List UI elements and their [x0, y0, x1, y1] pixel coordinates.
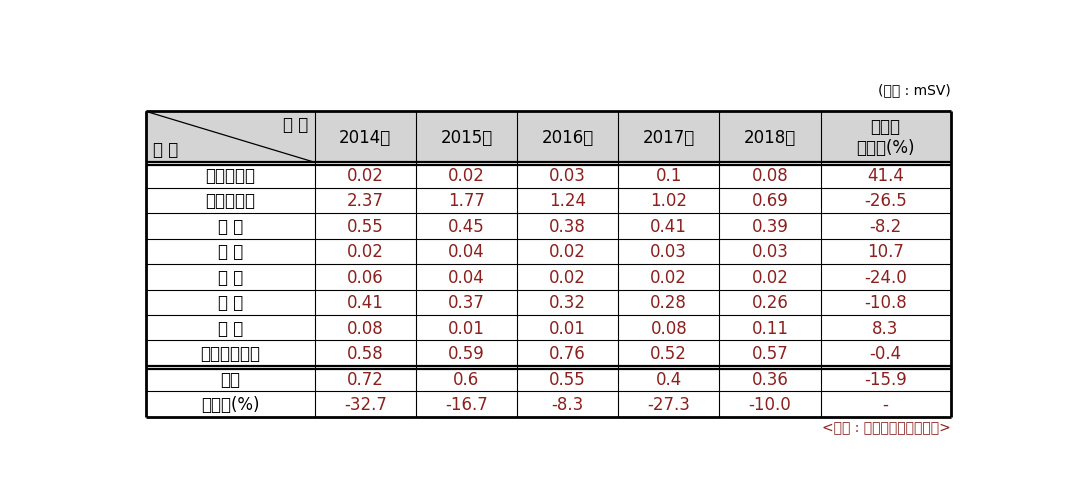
Text: 2017년: 2017년 [643, 129, 694, 147]
Text: 0.76: 0.76 [549, 345, 586, 362]
Text: 0.41: 0.41 [651, 217, 687, 235]
Text: -10.0: -10.0 [749, 395, 792, 413]
Text: 0.06: 0.06 [347, 269, 384, 286]
Text: 2016년: 2016년 [541, 129, 594, 147]
Text: 2014년: 2014년 [339, 129, 392, 147]
Text: 0.26: 0.26 [751, 294, 789, 312]
Text: -: - [883, 395, 888, 413]
Bar [147, 392, 950, 417]
Text: -8.3: -8.3 [551, 395, 584, 413]
Text: 교 육: 교 육 [218, 269, 243, 286]
Text: 0.03: 0.03 [651, 243, 687, 261]
Text: 0.72: 0.72 [347, 370, 384, 388]
Bar [147, 265, 950, 290]
Text: 0.39: 0.39 [751, 217, 789, 235]
Text: 연평균
증가율(%): 연평균 증가율(%) [856, 118, 915, 157]
Text: -10.8: -10.8 [865, 294, 907, 312]
Text: -32.7: -32.7 [343, 395, 386, 413]
Bar [147, 239, 950, 265]
Text: 0.69: 0.69 [751, 192, 789, 210]
Text: -26.5: -26.5 [865, 192, 907, 210]
Text: -15.9: -15.9 [865, 370, 907, 388]
Text: (단위 : mSV): (단위 : mSV) [877, 83, 950, 97]
Text: 0.45: 0.45 [448, 217, 485, 235]
Text: 0.36: 0.36 [751, 370, 789, 388]
Text: 0.02: 0.02 [651, 269, 687, 286]
Text: 41.4: 41.4 [867, 167, 904, 185]
Text: 0.41: 0.41 [347, 294, 384, 312]
Text: 0.04: 0.04 [448, 243, 485, 261]
Text: 0.38: 0.38 [549, 217, 586, 235]
Text: -24.0: -24.0 [865, 269, 907, 286]
Text: 8.3: 8.3 [872, 319, 899, 337]
Text: 0.37: 0.37 [448, 294, 485, 312]
Bar [147, 214, 950, 239]
Text: 구 분: 구 분 [153, 141, 178, 159]
Text: 0.57: 0.57 [751, 345, 789, 362]
Text: 0.08: 0.08 [651, 319, 687, 337]
Text: 0.11: 0.11 [751, 319, 789, 337]
Bar [147, 366, 950, 392]
Text: 증가율(%): 증가율(%) [201, 395, 260, 413]
Text: 1.77: 1.77 [448, 192, 485, 210]
Bar [147, 290, 950, 315]
Text: -0.4: -0.4 [870, 345, 902, 362]
Text: 2015년: 2015년 [441, 129, 492, 147]
Bar [147, 315, 950, 341]
Text: 10.7: 10.7 [867, 243, 904, 261]
Text: 0.03: 0.03 [549, 167, 586, 185]
Text: 0.55: 0.55 [549, 370, 586, 388]
Text: 공 공: 공 공 [218, 294, 243, 312]
Bar [147, 188, 950, 214]
Text: -16.7: -16.7 [445, 395, 488, 413]
Text: 0.02: 0.02 [549, 269, 586, 286]
Text: 0.28: 0.28 [651, 294, 687, 312]
Text: 0.59: 0.59 [448, 345, 485, 362]
Text: 0.01: 0.01 [448, 319, 485, 337]
Text: <출처 : 한국원자력안전재단>: <출처 : 한국원자력안전재단> [822, 421, 950, 435]
Text: 일반산업체: 일반산업체 [205, 167, 256, 185]
Bar [147, 163, 950, 188]
Text: 연 구: 연 구 [218, 243, 243, 261]
Text: 0.01: 0.01 [549, 319, 586, 337]
Text: -27.3: -27.3 [647, 395, 690, 413]
Text: 0.52: 0.52 [651, 345, 687, 362]
Text: 의 료: 의 료 [218, 217, 243, 235]
Text: 비파괴검사: 비파괴검사 [205, 192, 256, 210]
Text: 1.24: 1.24 [549, 192, 586, 210]
Text: 0.55: 0.55 [347, 217, 384, 235]
Text: 0.6: 0.6 [454, 370, 479, 388]
Text: 2.37: 2.37 [347, 192, 384, 210]
Text: 0.1: 0.1 [656, 167, 682, 185]
Text: 0.04: 0.04 [448, 269, 485, 286]
Text: -8.2: -8.2 [870, 217, 902, 235]
Bar [147, 341, 950, 366]
Text: 연 도: 연 도 [282, 116, 308, 134]
Text: 평균: 평균 [220, 370, 241, 388]
Text: 0.4: 0.4 [656, 370, 682, 388]
Text: 2018년: 2018년 [744, 129, 796, 147]
Text: 원자력발전소: 원자력발전소 [200, 345, 260, 362]
Text: 0.02: 0.02 [751, 269, 789, 286]
Text: 0.32: 0.32 [549, 294, 586, 312]
Text: 0.08: 0.08 [751, 167, 789, 185]
Text: 군 사: 군 사 [218, 319, 243, 337]
Text: 0.02: 0.02 [549, 243, 586, 261]
Text: 0.02: 0.02 [347, 243, 384, 261]
Text: 0.02: 0.02 [448, 167, 485, 185]
Text: 0.02: 0.02 [347, 167, 384, 185]
Text: 1.02: 1.02 [651, 192, 687, 210]
Text: 0.08: 0.08 [347, 319, 384, 337]
Text: 0.58: 0.58 [347, 345, 384, 362]
Text: 0.03: 0.03 [751, 243, 789, 261]
